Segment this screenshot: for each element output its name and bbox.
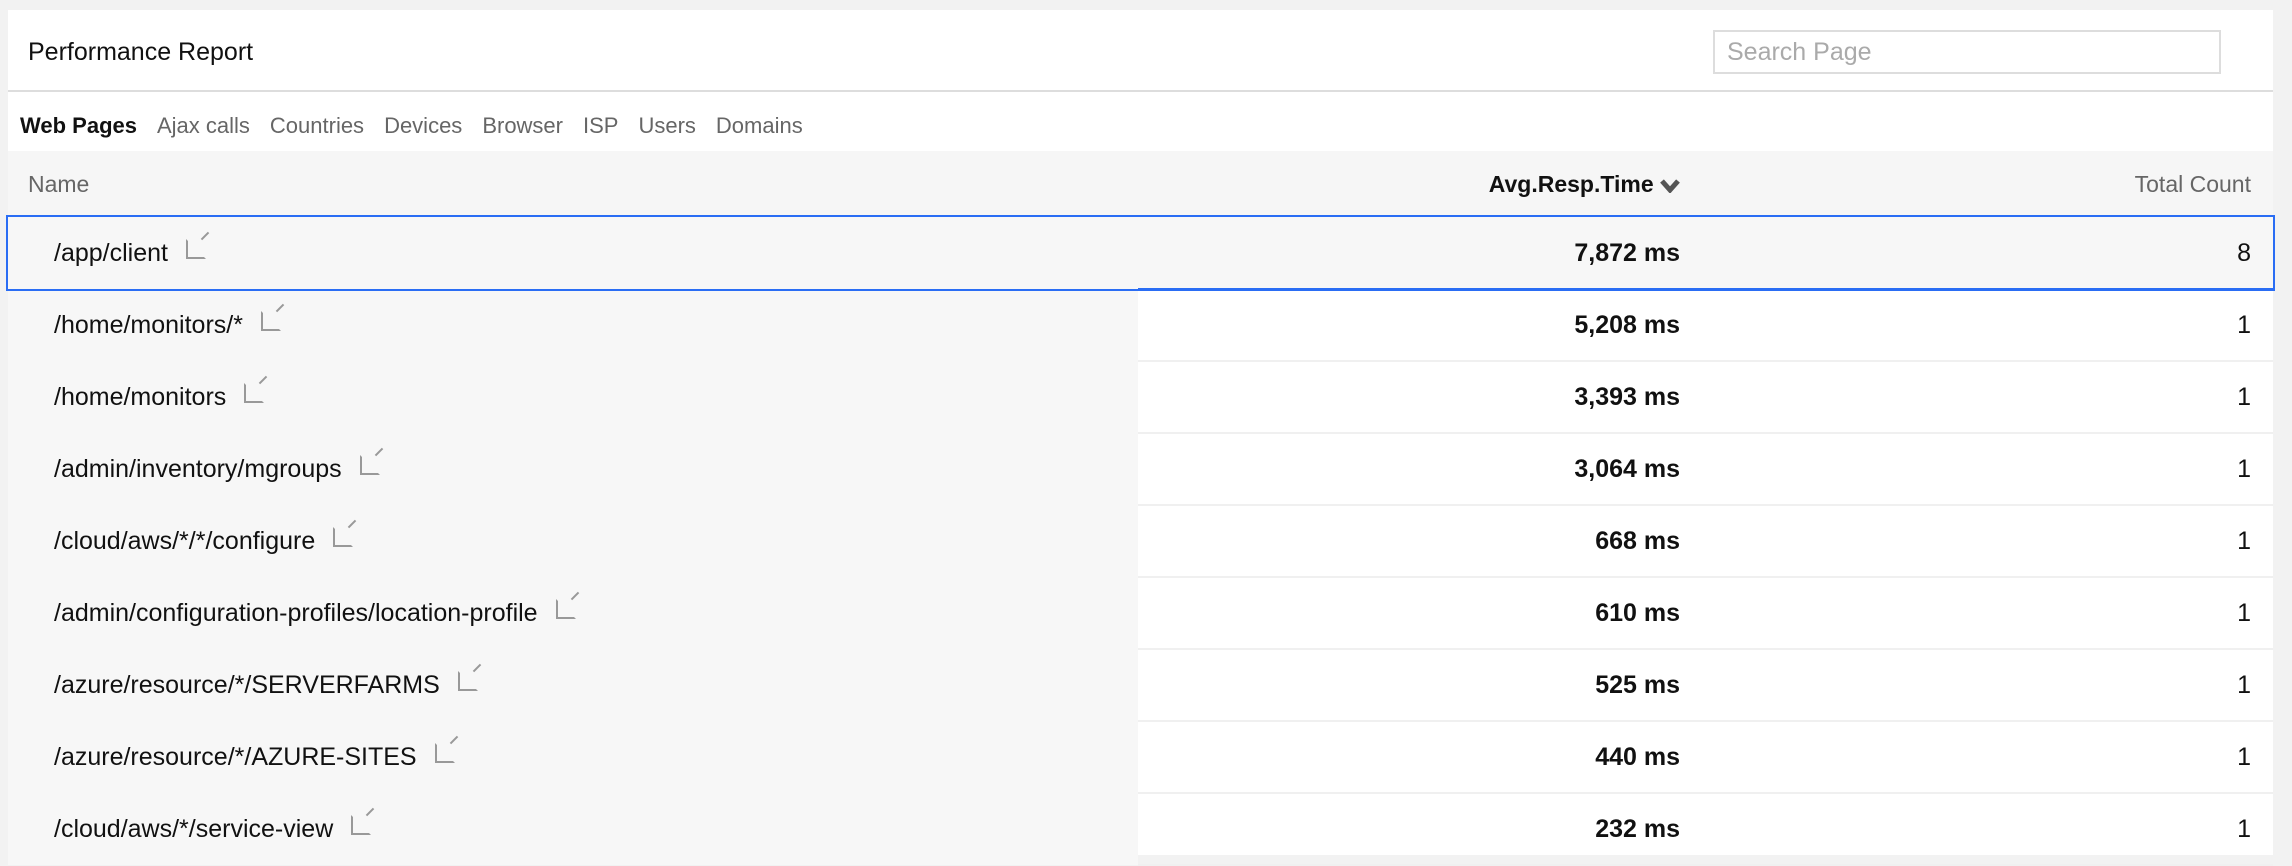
performance-report-panel: Performance Report Web Pages Ajax calls Co… <box>6 10 2275 866</box>
avg-resp-time: 232 ms <box>1595 815 1680 843</box>
name-cell <box>8 721 1138 793</box>
name-cell <box>8 433 1138 505</box>
header: Performance Report <box>8 10 2273 92</box>
row-values-background <box>1138 793 2273 866</box>
page-title: Performance Report <box>28 38 254 66</box>
page-name-link[interactable]: /cloud/aws/*/service-view <box>54 815 372 844</box>
name-cell <box>8 289 1138 361</box>
external-link-icon[interactable] <box>260 311 281 331</box>
name-cell <box>8 505 1138 577</box>
name-cell <box>8 361 1138 433</box>
table-header: Name Avg.Resp.Time Total Count <box>8 151 2273 217</box>
page-name-link[interactable]: /home/monitors/* <box>54 311 281 340</box>
table-row[interactable]: /home/monitors 3,393 ms 1 <box>8 361 2273 434</box>
page-name-link[interactable]: /azure/resource/*/AZURE-SITES <box>54 743 455 772</box>
search-input[interactable] <box>1713 30 2221 74</box>
row-values-background <box>1138 649 2273 722</box>
chevron-down-icon <box>1660 179 1680 194</box>
name-cell <box>8 649 1138 721</box>
row-values-background <box>1138 721 2273 794</box>
page-name: /admin/configuration-profiles/location-p… <box>54 599 538 627</box>
page-name: /admin/inventory/mgroups <box>54 455 342 483</box>
external-link-icon[interactable] <box>555 599 576 619</box>
page-name: /azure/resource/*/SERVERFARMS <box>54 671 440 699</box>
avg-resp-time: 525 ms <box>1595 671 1680 699</box>
total-count: 1 <box>2237 815 2251 843</box>
table-row[interactable]: /azure/resource/*/SERVERFARMS 525 ms 1 <box>8 649 2273 722</box>
table-row[interactable]: /app/client 7,872 ms 8 <box>6 215 2275 291</box>
page-name-link[interactable]: /cloud/aws/*/*/configure <box>54 527 354 556</box>
total-count: 1 <box>2237 383 2251 411</box>
row-values-background <box>1138 433 2273 506</box>
total-count: 1 <box>2237 671 2251 699</box>
table-body: /app/client 7,872 ms 8 /home/monitors/* … <box>6 215 2275 866</box>
table-row[interactable]: /azure/resource/*/AZURE-SITES 440 ms 1 <box>8 721 2273 794</box>
page-name: /home/monitors/* <box>54 311 243 339</box>
tab-countries[interactable]: Countries <box>269 113 365 138</box>
external-link-icon[interactable] <box>351 815 372 835</box>
page-name: /cloud/aws/*/*/configure <box>54 527 316 555</box>
page-name: /app/client <box>54 239 168 267</box>
total-count: 1 <box>2237 599 2251 627</box>
column-header-total-count[interactable]: Total Count <box>2134 171 2251 197</box>
page-name: /azure/resource/*/AZURE-SITES <box>54 743 417 771</box>
row-values-background <box>1138 289 2273 362</box>
table-row[interactable]: /home/monitors/* 5,208 ms 1 <box>8 289 2273 362</box>
tab-users[interactable]: Users <box>638 113 696 138</box>
external-link-icon[interactable] <box>244 383 265 403</box>
avg-resp-time: 7,872 ms <box>1574 239 1680 267</box>
page-name-link[interactable]: /azure/resource/*/SERVERFARMS <box>54 671 478 700</box>
tab-domains[interactable]: Domains <box>715 113 803 138</box>
column-header-avg-label: Avg.Resp.Time <box>1488 171 1654 197</box>
tab-ajax-calls[interactable]: Ajax calls <box>156 113 250 138</box>
page-name-link[interactable]: /home/monitors <box>54 383 265 412</box>
avg-resp-time: 3,064 ms <box>1574 455 1680 483</box>
row-values-background <box>1138 217 2273 288</box>
avg-resp-time: 668 ms <box>1595 527 1680 555</box>
page-name-link[interactable]: /admin/configuration-profiles/location-p… <box>54 599 576 628</box>
name-cell <box>8 793 1138 865</box>
avg-resp-time: 610 ms <box>1595 599 1680 627</box>
tab-devices[interactable]: Devices <box>384 113 463 138</box>
external-link-icon[interactable] <box>457 671 478 691</box>
external-link-icon[interactable] <box>333 527 354 547</box>
tab-bar: Web Pages Ajax calls Countries Devices Brows… <box>10 105 813 157</box>
external-link-icon[interactable] <box>434 743 455 763</box>
external-link-icon[interactable] <box>185 239 206 259</box>
tab-browser[interactable]: Browser <box>482 113 563 138</box>
total-count: 8 <box>2237 239 2251 267</box>
tab-web-pages[interactable]: Web Pages <box>10 105 147 157</box>
column-header-name[interactable]: Name <box>28 171 90 197</box>
total-count: 1 <box>2237 743 2251 771</box>
table-row[interactable]: /admin/configuration-profiles/location-p… <box>8 577 2273 650</box>
avg-resp-time: 440 ms <box>1595 743 1680 771</box>
row-values-background <box>1138 505 2273 578</box>
total-count: 1 <box>2237 455 2251 483</box>
table-row[interactable]: /cloud/aws/*/service-view 232 ms 1 <box>8 793 2273 866</box>
row-values-background <box>1138 577 2273 650</box>
page-name-link[interactable]: /app/client <box>54 239 206 268</box>
column-header-avg-resp-time[interactable]: Avg.Resp.Time <box>1489 171 1680 198</box>
page-name-link[interactable]: /admin/inventory/mgroups <box>54 455 380 484</box>
total-count: 1 <box>2237 527 2251 555</box>
page-name: /cloud/aws/*/service-view <box>54 815 334 843</box>
total-count: 1 <box>2237 311 2251 339</box>
table-row[interactable]: /admin/inventory/mgroups 3,064 ms 1 <box>8 433 2273 506</box>
row-values-background <box>1138 361 2273 434</box>
tab-isp[interactable]: ISP <box>583 113 619 138</box>
avg-resp-time: 5,208 ms <box>1574 311 1680 339</box>
avg-resp-time: 3,393 ms <box>1574 383 1680 411</box>
external-link-icon[interactable] <box>359 455 380 475</box>
table-row[interactable]: /cloud/aws/*/*/configure 668 ms 1 <box>8 505 2273 578</box>
page-name: /home/monitors <box>54 383 227 411</box>
